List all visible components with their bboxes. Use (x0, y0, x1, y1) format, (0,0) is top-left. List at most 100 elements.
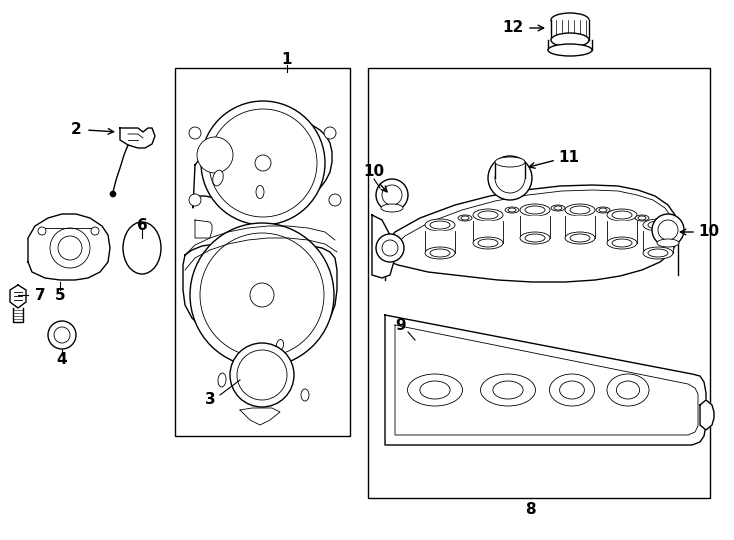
Ellipse shape (277, 340, 283, 350)
Circle shape (190, 223, 334, 367)
Ellipse shape (473, 209, 503, 221)
Ellipse shape (525, 206, 545, 214)
Circle shape (230, 343, 294, 407)
Ellipse shape (508, 208, 516, 212)
Circle shape (376, 234, 404, 262)
Circle shape (91, 227, 99, 235)
Circle shape (209, 109, 317, 217)
Circle shape (58, 236, 82, 260)
Circle shape (329, 194, 341, 206)
Circle shape (189, 194, 201, 206)
Polygon shape (192, 121, 332, 208)
Ellipse shape (596, 207, 610, 213)
Polygon shape (565, 216, 595, 238)
Polygon shape (551, 20, 589, 40)
Polygon shape (643, 231, 673, 253)
Ellipse shape (430, 221, 450, 229)
Text: 7: 7 (35, 287, 46, 302)
Ellipse shape (554, 206, 562, 210)
Ellipse shape (473, 237, 503, 249)
Text: 9: 9 (395, 318, 406, 333)
Ellipse shape (381, 204, 403, 212)
Text: 11: 11 (558, 151, 579, 165)
Circle shape (250, 283, 274, 307)
Polygon shape (10, 285, 26, 308)
Ellipse shape (551, 33, 589, 47)
Circle shape (382, 185, 402, 205)
Ellipse shape (478, 239, 498, 247)
Text: 6: 6 (137, 218, 148, 233)
Ellipse shape (218, 373, 226, 387)
Text: 5: 5 (55, 287, 65, 302)
Polygon shape (473, 221, 503, 243)
Polygon shape (495, 162, 525, 178)
Polygon shape (183, 244, 337, 348)
Circle shape (237, 350, 287, 400)
Ellipse shape (461, 216, 469, 220)
Ellipse shape (612, 239, 632, 247)
Ellipse shape (607, 209, 637, 221)
Ellipse shape (520, 204, 550, 216)
Circle shape (201, 101, 325, 225)
Polygon shape (120, 128, 155, 148)
Ellipse shape (559, 381, 584, 399)
Ellipse shape (123, 222, 161, 274)
Ellipse shape (548, 44, 592, 56)
Ellipse shape (425, 247, 455, 259)
Ellipse shape (495, 157, 525, 167)
Ellipse shape (607, 237, 637, 249)
Ellipse shape (407, 374, 462, 406)
Ellipse shape (648, 249, 668, 257)
Circle shape (54, 327, 70, 343)
Ellipse shape (478, 211, 498, 219)
Ellipse shape (213, 170, 223, 186)
Circle shape (376, 179, 408, 211)
Circle shape (495, 163, 525, 193)
Ellipse shape (635, 215, 649, 221)
Ellipse shape (648, 221, 668, 229)
Ellipse shape (643, 219, 673, 231)
Circle shape (324, 127, 336, 139)
Circle shape (382, 240, 398, 256)
Circle shape (50, 228, 90, 268)
Ellipse shape (607, 374, 649, 406)
Ellipse shape (570, 206, 590, 214)
Circle shape (110, 191, 116, 197)
Circle shape (48, 321, 76, 349)
Ellipse shape (505, 207, 519, 213)
Ellipse shape (565, 204, 595, 216)
Ellipse shape (551, 13, 589, 27)
Ellipse shape (551, 205, 565, 211)
Ellipse shape (570, 234, 590, 242)
Ellipse shape (520, 232, 550, 244)
Polygon shape (385, 315, 706, 445)
Polygon shape (376, 185, 678, 282)
Ellipse shape (420, 381, 450, 399)
Text: 2: 2 (71, 123, 82, 138)
Ellipse shape (550, 374, 595, 406)
Ellipse shape (430, 249, 450, 257)
Circle shape (200, 233, 324, 357)
Ellipse shape (256, 186, 264, 199)
Ellipse shape (493, 381, 523, 399)
Ellipse shape (643, 247, 673, 259)
Ellipse shape (301, 389, 309, 401)
Polygon shape (548, 40, 592, 50)
Ellipse shape (657, 239, 679, 247)
Polygon shape (607, 221, 637, 243)
Polygon shape (28, 214, 110, 280)
Text: 12: 12 (503, 21, 524, 36)
Ellipse shape (481, 374, 536, 406)
Text: 10: 10 (363, 165, 385, 179)
Text: 1: 1 (282, 52, 292, 68)
Polygon shape (195, 220, 212, 238)
Text: 10: 10 (698, 225, 719, 240)
Ellipse shape (599, 208, 607, 212)
Polygon shape (520, 216, 550, 238)
Bar (368, 68, 710, 498)
Text: 3: 3 (205, 393, 215, 408)
Circle shape (38, 227, 46, 235)
Ellipse shape (525, 234, 545, 242)
Polygon shape (13, 308, 23, 322)
Circle shape (652, 214, 684, 246)
